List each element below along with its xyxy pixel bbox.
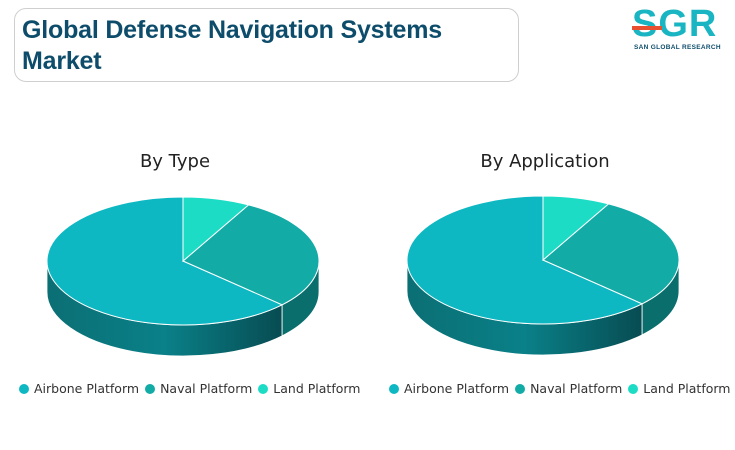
legend-swatch <box>145 383 156 394</box>
legend-swatch <box>258 383 269 394</box>
legend-item-airbone: Airbone Platform <box>389 381 509 396</box>
chart-title-type: By Type <box>139 151 211 172</box>
legend-swatch <box>389 383 399 394</box>
legend-swatch <box>628 383 639 394</box>
logo-subtitle: SAN GLOBAL RESEARCH <box>634 44 721 51</box>
legend-label: Airbone Platform <box>34 381 140 396</box>
legend-label: Land Platform <box>643 381 731 396</box>
pie-slice-airbone-platform <box>46 196 284 326</box>
logo-letters: SGR <box>632 3 718 45</box>
pie-slice-airbone-platform <box>406 195 644 325</box>
pie-slice-naval-platform <box>542 203 680 305</box>
legend-item-land: Land Platform <box>628 381 730 396</box>
chart-title-application: By Application <box>480 151 610 172</box>
legend-by-application: Airbone Platform Naval Platform Land Pla… <box>389 381 735 396</box>
legend-by-type: Airbone Platform Naval Platform Land Pla… <box>19 381 366 396</box>
title-box: Global Defense Navigation Systems Market <box>14 8 519 82</box>
legend-item-naval: Naval Platform <box>515 381 622 396</box>
legend-item-naval: Naval Platform <box>145 381 252 396</box>
company-logo: SGR SAN GLOBAL RESEARCH <box>630 3 725 52</box>
pie-slice-land-platform <box>542 195 610 262</box>
pie-slice-naval-platform <box>182 204 320 306</box>
legend-label: Land Platform <box>273 381 361 396</box>
legend-item-land: Land Platform <box>258 381 360 396</box>
logo-accent-bar <box>632 26 662 30</box>
legend-label: Airbone Platform <box>404 381 510 396</box>
legend-label: Naval Platform <box>160 381 253 396</box>
legend-label: Naval Platform <box>530 381 623 396</box>
legend-item-airbone: Airbone Platform <box>19 381 139 396</box>
page-title: Global Defense Navigation Systems Market <box>22 16 442 75</box>
pie-chart-by-type <box>46 196 320 357</box>
pie-chart-by-application <box>406 195 680 356</box>
pie-slice-land-platform <box>182 196 250 263</box>
legend-swatch <box>19 383 29 394</box>
legend-swatch <box>515 383 526 394</box>
